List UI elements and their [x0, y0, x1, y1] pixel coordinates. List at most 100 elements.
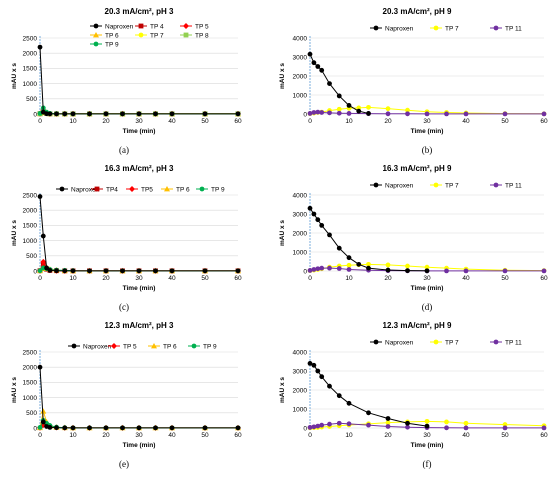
x-tick-label: 10: [345, 275, 353, 282]
y-tick-label: 1000: [293, 249, 308, 256]
data-point: [136, 425, 142, 431]
data-point: [307, 268, 313, 273]
legend-swatch-marker: [111, 343, 117, 349]
legend-entry-tp-6: TP 6: [163, 343, 177, 350]
legend: Naproxen TP4 TP5 TP 6 TP 9: [56, 186, 225, 193]
data-point: [336, 393, 342, 399]
legend-entry-tp-4: TP 4: [150, 23, 164, 30]
series-tp-11: [307, 420, 547, 431]
y-tick-label: 4000: [293, 192, 308, 199]
data-point: [315, 217, 321, 223]
data-point: [444, 268, 449, 274]
x-tick-label: 20: [102, 432, 110, 439]
data-point: [405, 420, 410, 426]
data-point: [319, 110, 325, 115]
data-point: [319, 374, 325, 380]
y-tick-label: 0: [33, 268, 37, 275]
legend-entry-tp-5: TP 5: [123, 343, 137, 350]
y-tick-label: 1500: [23, 380, 38, 387]
x-tick-label: 30: [423, 432, 431, 439]
data-point: [319, 223, 325, 228]
data-point: [307, 361, 313, 366]
data-point: [62, 111, 68, 117]
legend-entry-tp-5: TP 5: [195, 23, 209, 30]
data-point: [120, 425, 125, 431]
data-point: [424, 423, 430, 429]
chart-title: 12.3 mA/cm², pH 9: [383, 321, 452, 330]
legend-swatch-marker: [94, 186, 100, 192]
data-point: [169, 268, 175, 274]
y-axis-label: mAU x s: [11, 377, 18, 403]
data-point: [346, 267, 352, 272]
data-point: [235, 111, 241, 117]
data-point: [169, 425, 175, 431]
data-point: [307, 51, 313, 57]
data-point: [311, 267, 317, 272]
legend-swatch-marker: [199, 186, 205, 192]
data-point: [202, 111, 208, 117]
series-naproxen: [37, 44, 241, 117]
y-tick-label: 2000: [23, 51, 38, 58]
y-tick-label: 3000: [293, 211, 308, 218]
data-point: [103, 425, 109, 431]
x-tick-label: 0: [38, 118, 42, 125]
data-point: [346, 103, 352, 108]
legend-entry-naproxen: Naproxen: [83, 343, 112, 350]
x-tick-label: 10: [345, 118, 353, 125]
data-point: [311, 211, 317, 217]
legend-swatch-marker: [433, 339, 439, 345]
legend: Naproxen TP 7 TP 11: [370, 339, 522, 346]
y-tick-label: 0: [303, 111, 307, 118]
legend-swatch-marker: [373, 339, 379, 345]
x-tick-label: 50: [201, 118, 209, 125]
legend-entry-tp-6: TP 6: [105, 32, 119, 39]
data-point: [311, 110, 317, 115]
x-tick-label: 60: [234, 275, 242, 282]
legend-swatch-marker: [493, 182, 499, 188]
chart-panel-b: 20.3 mA/cm², pH 9 0 1000 2000 3000 4000 0 10 20 3…: [279, 7, 548, 155]
y-tick-label: 3000: [293, 368, 308, 375]
data-point: [62, 425, 68, 431]
data-point: [40, 258, 47, 265]
y-tick-label: 2000: [293, 230, 308, 237]
data-point: [346, 400, 352, 406]
data-point: [541, 425, 547, 431]
data-point: [311, 362, 317, 368]
data-point: [336, 420, 342, 426]
legend-entry-naproxen: Naproxen: [385, 339, 414, 346]
data-point: [319, 422, 325, 428]
legend-entry-naproxen: Naproxen: [105, 23, 134, 30]
legend-entry-tp-9: TP 9: [211, 186, 225, 193]
data-point: [62, 268, 68, 274]
x-tick-label: 30: [135, 432, 143, 439]
x-axis-label: Time (min): [411, 285, 444, 292]
legend-swatch-marker: [183, 23, 189, 29]
data-point: [136, 268, 142, 274]
data-point: [502, 425, 508, 431]
data-point: [424, 264, 430, 270]
y-tick-label: 2000: [23, 208, 38, 215]
x-tick-label: 40: [462, 432, 470, 439]
data-point: [463, 111, 469, 117]
data-point: [70, 425, 76, 431]
x-tick-label: 40: [168, 118, 176, 125]
x-tick-label: 20: [102, 118, 110, 125]
series-naproxen: [37, 364, 241, 431]
data-point: [202, 268, 208, 274]
legend-swatch-marker: [433, 25, 439, 31]
data-point: [103, 268, 109, 274]
data-point: [235, 425, 241, 431]
x-tick-label: 0: [308, 432, 312, 439]
x-tick-label: 0: [308, 118, 312, 125]
series-naproxen: [307, 205, 430, 274]
legend-entry-tp-7: TP 7: [445, 339, 459, 346]
y-tick-label: 0: [303, 268, 307, 275]
x-tick-label: 10: [69, 432, 77, 439]
y-tick-label: 0: [33, 425, 37, 432]
data-point: [54, 425, 59, 431]
y-tick-label: 1000: [23, 238, 38, 245]
legend-swatch-marker: [138, 23, 144, 29]
data-point: [307, 425, 313, 430]
legend-entry-tp-7: TP 7: [150, 32, 164, 39]
series-line: [39, 47, 238, 115]
